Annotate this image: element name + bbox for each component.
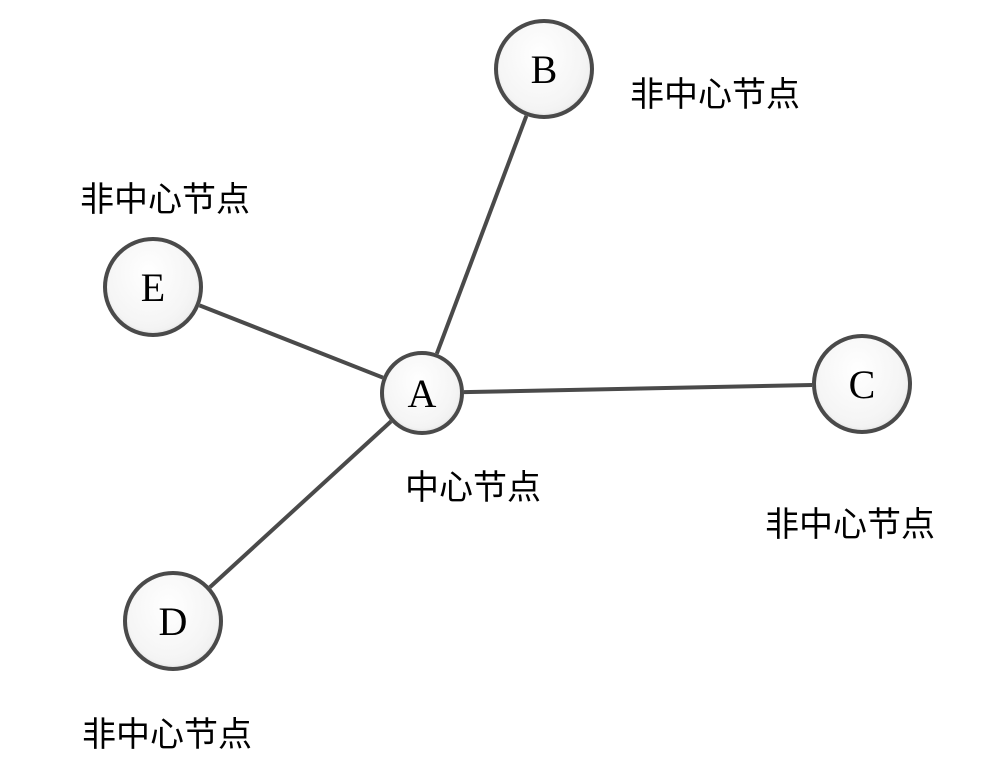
star-network-diagram: A 中心节点 B 非中心节点 C 非中心节点 D 非中心节点 E 非中心节点 [0, 0, 1000, 763]
node-c-annotation: 非中心节点 [765, 497, 935, 546]
node-d: D [123, 571, 223, 671]
node-c: C [812, 334, 912, 434]
node-b: B [494, 19, 594, 119]
edge-a-d [210, 421, 391, 587]
edge-a-e [200, 305, 383, 377]
node-b-annotation: 非中心节点 [630, 67, 800, 116]
node-a: A [380, 351, 464, 435]
edge-a-b [437, 116, 527, 354]
node-d-letter: D [159, 598, 188, 645]
node-a-annotation: 中心节点 [405, 460, 541, 509]
edge-a-c [464, 385, 812, 392]
node-c-letter: C [849, 361, 876, 408]
node-a-letter: A [408, 370, 437, 417]
node-e: E [103, 237, 203, 337]
node-d-annotation: 非中心节点 [82, 707, 252, 756]
node-e-annotation: 非中心节点 [80, 172, 250, 221]
node-b-letter: B [531, 46, 558, 93]
node-e-letter: E [141, 264, 165, 311]
